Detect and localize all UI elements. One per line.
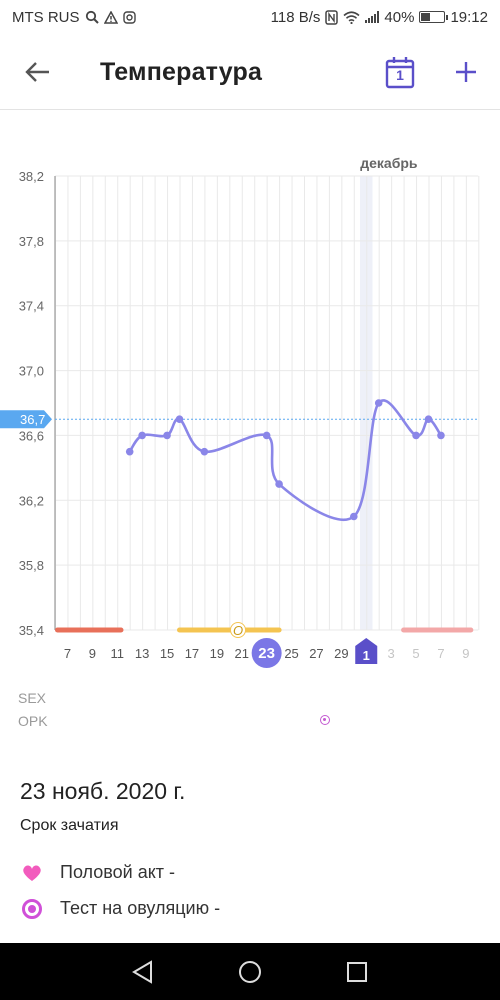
- temperature-point[interactable]: [350, 512, 358, 521]
- intercourse-row[interactable]: Половой акт -: [22, 862, 175, 883]
- ovulation-marker[interactable]: [230, 622, 247, 638]
- temperature-point[interactable]: [175, 415, 184, 424]
- temperature-point[interactable]: [125, 447, 134, 456]
- ovulation-test-label: Тест на овуляцию -: [60, 898, 221, 918]
- x-tick-label: 9: [89, 646, 96, 661]
- y-tick-label: 35,4: [19, 623, 44, 638]
- status-bar-right: 118 B/s 40% 19:12: [271, 9, 488, 26]
- clock: 19:12: [450, 8, 488, 26]
- month-start-day-marker[interactable]: [355, 638, 378, 664]
- current-value-label: 36,7: [20, 412, 45, 427]
- cycle-phase: Срок зачатия: [20, 817, 119, 834]
- battery-icon: [419, 11, 449, 23]
- calendar-button[interactable]: 1: [384, 56, 416, 90]
- y-tick-label: 36,6: [19, 428, 44, 443]
- opk-row-label: OPK: [18, 713, 48, 729]
- intercourse-label: Половой акт -: [60, 862, 176, 882]
- x-tick-label: 25: [284, 646, 298, 661]
- x-tick-label: 5: [412, 646, 419, 661]
- temperature-point[interactable]: [200, 447, 209, 456]
- opk-test-marker[interactable]: [320, 715, 330, 725]
- warning-icon: [103, 10, 118, 24]
- status-bar: MTS RUS 118 B/s 40% 19:12: [0, 0, 500, 34]
- y-tick-label: 36,2: [19, 493, 44, 508]
- selected-day-marker[interactable]: [251, 638, 282, 668]
- x-tick-label: 21: [235, 646, 249, 661]
- x-tick-label: 29: [334, 646, 348, 661]
- x-tick-label: 17: [185, 646, 199, 661]
- ovulation-test-icon: [22, 898, 42, 919]
- x-tick-label: 13: [135, 646, 149, 661]
- temperature-point[interactable]: [138, 431, 146, 440]
- status-bar-left: MTS RUS: [12, 9, 136, 26]
- y-tick-label: 37,0: [19, 364, 44, 379]
- nav-home-icon[interactable]: [236, 958, 264, 986]
- calendar-day: 1: [396, 67, 404, 83]
- x-tick-label: 27: [309, 646, 323, 661]
- ovulation-test-row[interactable]: Тест на овуляцию -: [22, 898, 220, 919]
- carrier-name: MTS RUS: [12, 8, 80, 26]
- x-tick-label: 7: [437, 646, 444, 661]
- add-icon[interactable]: [452, 58, 480, 86]
- temperature-chart[interactable]: 38,2 37,8 37,4 37,0 36,6 36,2 35,8 35,4 декабрь 3…: [0, 140, 500, 680]
- y-tick-label: 37,4: [19, 299, 44, 314]
- nav-back-icon[interactable]: [129, 958, 157, 986]
- temperature-point[interactable]: [412, 431, 420, 440]
- battery-level: [421, 13, 430, 21]
- x-tick-label-month-start: 1: [363, 648, 370, 663]
- nav-recents-icon[interactable]: [343, 958, 371, 986]
- x-tick-label: 19: [210, 646, 224, 661]
- x-tick-label: 7: [64, 646, 71, 661]
- y-tick-label: 37,8: [19, 234, 44, 249]
- ovulation-marker-label: O: [233, 623, 243, 638]
- temperature-point[interactable]: [437, 431, 445, 440]
- temperature-point[interactable]: [424, 415, 433, 424]
- network-speed: 118 B/s: [270, 8, 321, 26]
- battery-percent: 40%: [384, 8, 415, 26]
- wifi-icon: [343, 10, 360, 24]
- heart-icon: [23, 864, 41, 881]
- sex-row-label: SEX: [18, 690, 47, 706]
- app-header: Температура 1: [0, 34, 500, 110]
- x-tick-label: 15: [160, 646, 174, 661]
- x-tick-label-selected: 23: [258, 645, 275, 662]
- temperature-point[interactable]: [374, 399, 383, 407]
- y-tick-label: 38,2: [19, 169, 44, 184]
- system-nav-bar: [0, 943, 500, 1000]
- instagram-icon: [122, 10, 136, 24]
- month-label: декабрь: [360, 155, 418, 171]
- search-icon: [85, 10, 99, 24]
- current-value-badge: [0, 410, 52, 429]
- temperature-point[interactable]: [262, 431, 271, 440]
- x-tick-label: 9: [462, 646, 469, 661]
- calendar-icon: [385, 57, 415, 89]
- temperature-point[interactable]: [275, 480, 283, 488]
- selected-date: 23 нояб. 2020 г.: [20, 778, 186, 804]
- page-title: Температура: [100, 58, 263, 86]
- signal-icon: [365, 11, 380, 23]
- x-tick-label: 3: [388, 646, 395, 661]
- x-tick-label: 11: [111, 646, 125, 661]
- temperature-point[interactable]: [163, 431, 171, 440]
- y-tick-label: 35,8: [19, 558, 44, 573]
- nfc-icon: [325, 9, 339, 25]
- back-arrow-icon[interactable]: [22, 56, 54, 88]
- temperature-chart-svg: 38,2 37,8 37,4 37,0 36,6 36,2 35,8 35,4 декабрь 3…: [0, 155, 480, 668]
